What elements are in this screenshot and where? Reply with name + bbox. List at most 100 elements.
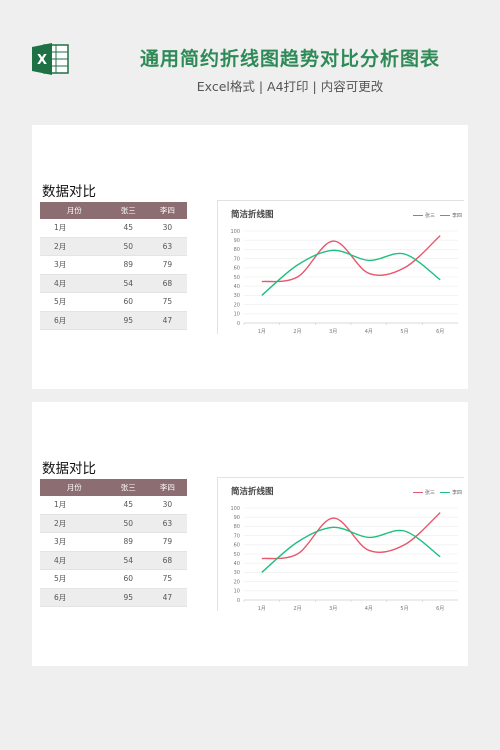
x-tick-label: 6月 xyxy=(436,329,444,334)
table-row: 6月 95 47 xyxy=(40,588,187,607)
table-row: 6月 95 47 xyxy=(40,311,187,330)
series-line-2 xyxy=(261,526,441,573)
data-table: 月份 张三 李四 1月 45 30 2月 50 63 3月 89 79 4月 54 68 5月 6… xyxy=(40,202,187,330)
y-tick-label: 90 xyxy=(234,238,240,244)
month-cell: 4月 xyxy=(40,551,109,570)
month-cell: 3月 xyxy=(40,255,109,275)
y-tick-label: 100 xyxy=(230,229,240,235)
table-row: 3月 89 79 xyxy=(40,532,187,552)
value-cell: 30 xyxy=(147,496,187,515)
chart-legend: 张三 李四 xyxy=(408,489,462,496)
table-row: 2月 50 63 xyxy=(40,237,187,256)
x-tick-label: 5月 xyxy=(400,329,408,334)
legend-swatch-lisi xyxy=(439,214,450,217)
month-cell: 5月 xyxy=(40,569,109,589)
value-cell: 50 xyxy=(108,237,148,256)
x-tick-label: 3月 xyxy=(329,606,337,611)
data-table: 月份 张三 李四 1月 45 30 2月 50 63 3月 89 79 4月 54 68 5月 6… xyxy=(40,479,187,607)
x-tick-label: 2月 xyxy=(293,329,301,334)
y-tick-label: 80 xyxy=(234,524,240,530)
month-cell: 1月 xyxy=(40,496,109,515)
y-tick-label: 10 xyxy=(234,312,240,318)
value-cell: 63 xyxy=(147,237,187,256)
y-tick-label: 0 xyxy=(237,321,240,327)
value-cell: 54 xyxy=(108,551,148,570)
table-row: 1月 45 30 xyxy=(40,496,187,515)
legend-swatch-zhangsan xyxy=(412,214,423,217)
chart-plot-area: 0 10 20 30 40 50 60 70 80 90 100 1月 2月 3月 4月 5月 6月 xyxy=(230,229,458,334)
table-header-row: 月份 张三 李四 xyxy=(40,202,187,219)
column-header-month: 月份 xyxy=(40,479,109,496)
value-cell: 79 xyxy=(147,532,187,552)
sheet-card-2: 数据对比 月份 张三 李四 1月 45 30 2月 50 63 3月 89 79 4月 54 6… xyxy=(32,402,468,666)
value-cell: 75 xyxy=(147,569,187,589)
column-header-zhangsan: 张三 xyxy=(108,202,148,219)
page-header: X 通用简约折线图趋势对比分析图表 Excel格式 | A4打印 | 内容可更改 xyxy=(0,0,500,110)
month-cell: 1月 xyxy=(40,219,109,238)
value-cell: 95 xyxy=(108,311,148,330)
value-cell: 30 xyxy=(147,219,187,238)
legend-label-lisi: 李四 xyxy=(451,490,462,496)
column-header-zhangsan: 张三 xyxy=(108,479,148,496)
x-tick-label: 3月 xyxy=(329,329,337,334)
series-line-2 xyxy=(261,249,441,296)
month-cell: 2月 xyxy=(40,514,109,533)
column-header-month: 月份 xyxy=(40,202,109,219)
month-cell: 2月 xyxy=(40,237,109,256)
month-cell: 4月 xyxy=(40,274,109,293)
table-row: 3月 89 79 xyxy=(40,255,187,275)
value-cell: 45 xyxy=(108,496,148,515)
y-tick-label: 60 xyxy=(234,543,240,549)
y-tick-label: 70 xyxy=(234,533,240,539)
month-cell: 6月 xyxy=(40,588,109,607)
chart-title: 简洁折线图 xyxy=(231,487,274,497)
y-tick-label: 30 xyxy=(234,570,240,576)
value-cell: 89 xyxy=(108,255,148,275)
legend-label-lisi: 李四 xyxy=(451,213,462,219)
column-header-lisi: 李四 xyxy=(147,479,187,496)
legend-label-zhangsan: 张三 xyxy=(424,213,435,219)
value-cell: 95 xyxy=(108,588,148,607)
value-cell: 75 xyxy=(147,292,187,312)
y-tick-label: 20 xyxy=(234,302,240,308)
chart-plot-area: 0 10 20 30 40 50 60 70 80 90 100 1月 2月 3月 4月 5月 6月 xyxy=(230,506,458,611)
value-cell: 47 xyxy=(147,311,187,330)
y-tick-label: 40 xyxy=(234,284,240,290)
chart-title: 简洁折线图 xyxy=(231,210,274,220)
line-chart: 简洁折线图 张三 李四 0 10 20 30 40 50 60 70 80 90 100 1月 2月 3月… xyxy=(217,200,464,334)
y-tick-label: 100 xyxy=(230,506,240,512)
value-cell: 60 xyxy=(108,569,148,589)
y-tick-label: 70 xyxy=(234,256,240,262)
column-header-lisi: 李四 xyxy=(147,202,187,219)
y-tick-label: 50 xyxy=(234,552,240,558)
y-tick-label: 20 xyxy=(234,579,240,585)
table-header-row: 月份 张三 李四 xyxy=(40,479,187,496)
section-title: 数据对比 xyxy=(42,184,96,200)
legend-label-zhangsan: 张三 xyxy=(424,490,435,496)
table-row: 5月 60 75 xyxy=(40,292,187,312)
x-tick-label: 1月 xyxy=(258,606,266,611)
value-cell: 63 xyxy=(147,514,187,533)
logo-letter: X xyxy=(37,53,47,68)
month-cell: 5月 xyxy=(40,292,109,312)
x-tick-label: 4月 xyxy=(365,329,373,334)
value-cell: 47 xyxy=(147,588,187,607)
y-tick-label: 50 xyxy=(234,275,240,281)
x-tick-label: 5月 xyxy=(400,606,408,611)
month-cell: 3月 xyxy=(40,532,109,552)
x-tick-label: 1月 xyxy=(258,329,266,334)
value-cell: 54 xyxy=(108,274,148,293)
legend-swatch-lisi xyxy=(439,491,450,494)
sheet-card-1: 数据对比 月份 张三 李四 1月 45 30 2月 50 63 3月 89 79 4月 54 6… xyxy=(32,125,468,389)
x-tick-label: 4月 xyxy=(365,606,373,611)
legend-swatch-zhangsan xyxy=(412,491,423,494)
table-row: 1月 45 30 xyxy=(40,219,187,238)
table-row: 5月 60 75 xyxy=(40,569,187,589)
excel-icon: X xyxy=(32,43,69,75)
y-tick-label: 30 xyxy=(234,293,240,299)
value-cell: 89 xyxy=(108,532,148,552)
y-tick-label: 0 xyxy=(237,598,240,604)
page-title: 通用简约折线图趋势对比分析图表 xyxy=(139,48,440,70)
y-tick-label: 80 xyxy=(234,247,240,253)
chart-legend: 张三 李四 xyxy=(408,212,462,219)
